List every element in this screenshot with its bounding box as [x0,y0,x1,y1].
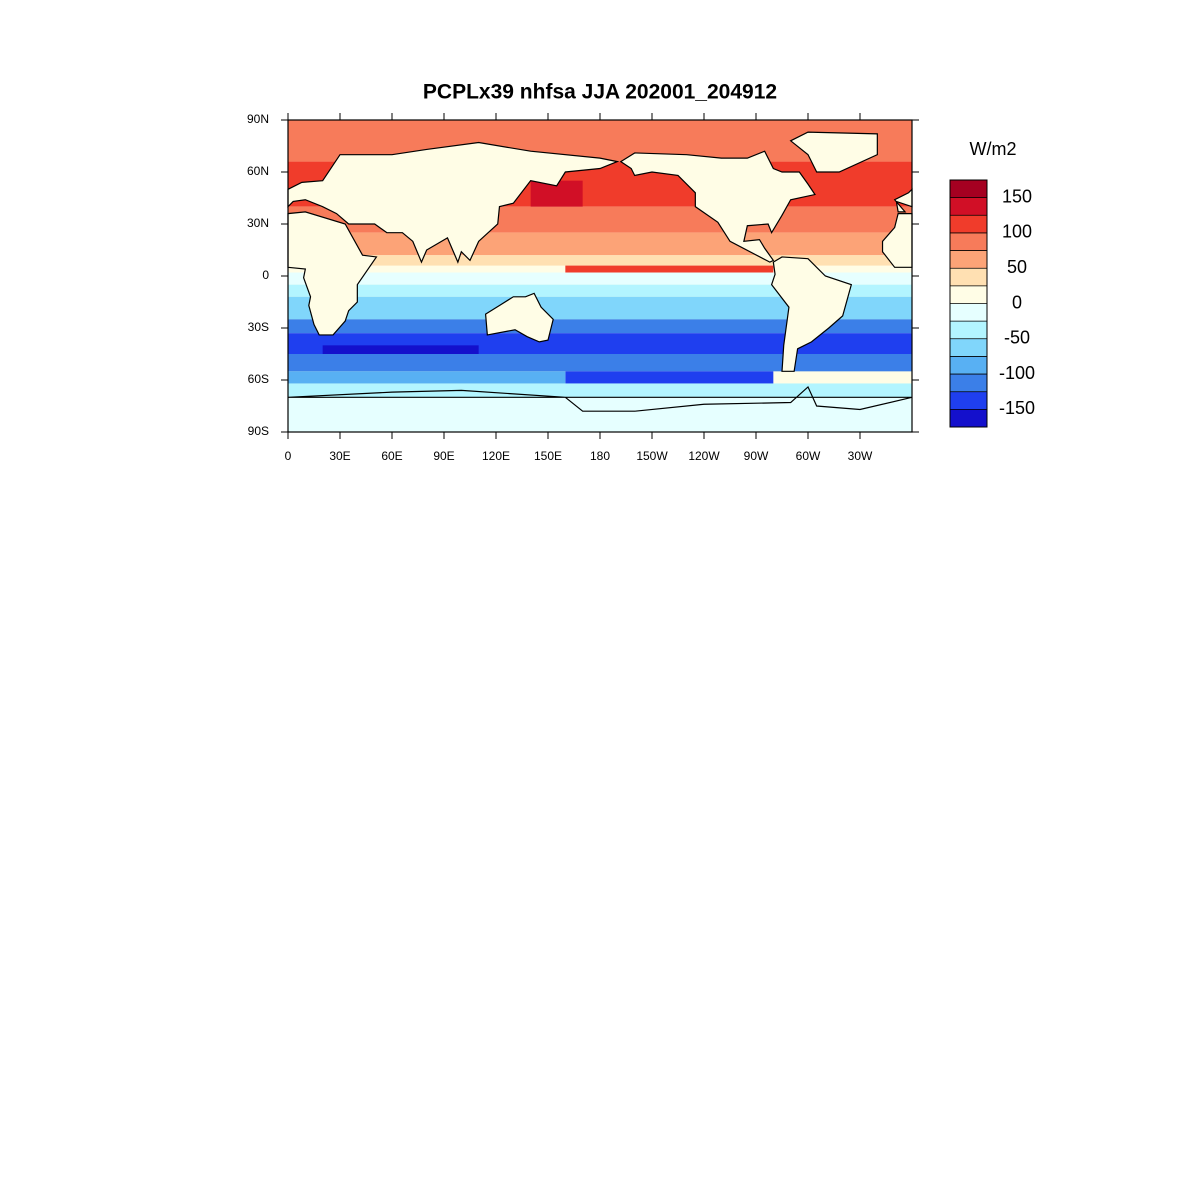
colorbar-bin [950,338,987,357]
colorbar-bin [950,215,987,233]
colorbar-bin [950,409,987,427]
field-band [288,383,912,398]
y-tick-label: 90S [248,424,269,438]
colorbar-bin [950,374,987,392]
colorbar-title: W/m2 [970,139,1017,159]
x-tick-label: 60E [381,449,402,463]
field-band [288,296,912,320]
colorbar-tick-label: 100 [1002,222,1032,242]
field-band [565,265,774,273]
map-field [287,120,913,432]
colorbar-bin [950,268,987,286]
x-tick-label: 90E [433,449,454,463]
y-tick-label: 60N [247,164,269,178]
x-tick-label: 180 [590,449,610,463]
colorbar-bin [950,303,987,322]
colorbar-bin [950,250,987,269]
field-band [565,371,774,384]
x-tick-label: 30W [848,449,873,463]
field-band [288,397,912,432]
field-band [288,284,912,297]
colorbar-bin [950,232,987,251]
land [287,211,378,336]
x-tick-label: 150W [636,449,668,463]
y-tick-label: 0 [262,268,269,282]
x-tick-label: 120W [688,449,720,463]
y-tick-label: 60S [248,372,269,386]
land [287,385,913,412]
colorbar-bin [950,285,987,304]
field-band [288,272,912,285]
land [881,213,913,268]
colorbar-bin [950,180,987,198]
field-band [288,232,912,256]
colorbar-frame [949,179,988,428]
land [484,292,554,343]
land [789,131,878,173]
y-tick-label: 30S [248,320,269,334]
x-tick-label: 150E [534,449,562,463]
field-band [288,255,912,266]
colorbar-tick-label: 150 [1002,186,1032,206]
colorbar-tick-label: -100 [999,363,1035,383]
land [619,150,816,263]
x-tick-label: 90W [744,449,769,463]
colorbar-tick-label: -150 [999,398,1035,418]
x-tick-label: 0 [285,449,292,463]
land [287,141,620,264]
colorbar-bin [950,391,987,410]
map-title: PCPLx39 nhfsa JJA 202001_204912 [423,81,777,104]
colorbar-tick-label: -50 [1004,328,1030,348]
colorbar-tick-label: 50 [1007,257,1027,277]
colorbar-bin [950,356,987,375]
field-band [288,371,566,384]
x-tick-label: 60W [796,449,821,463]
land [770,256,853,372]
colorbar-bin [950,197,987,216]
colorbar-tick-label: 0 [1012,292,1022,312]
field-band [288,319,912,334]
field-band [288,354,912,372]
y-tick-label: 30N [247,216,269,230]
y-tick-label: 90N [247,112,269,126]
colorbar-bin [950,321,987,339]
x-tick-label: 120E [482,449,510,463]
x-tick-label: 30E [329,449,350,463]
